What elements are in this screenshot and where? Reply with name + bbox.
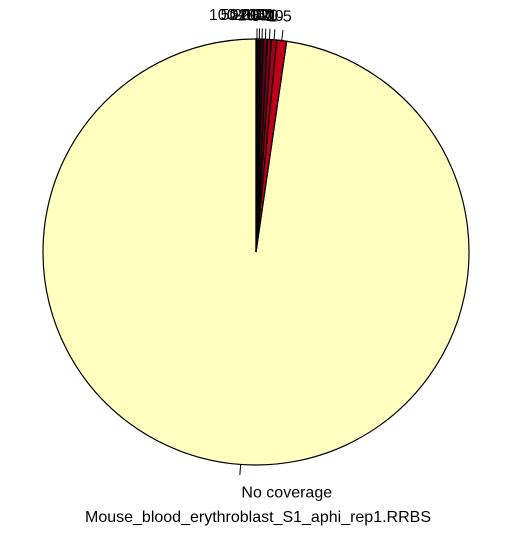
slice-label: 100-200	[209, 7, 268, 24]
slice-label: 10-20	[238, 7, 279, 24]
slice-label: >200	[229, 7, 265, 24]
pie-slice--200	[255, 38, 259, 253]
slice-label: 1-5	[269, 9, 292, 26]
slice-label: 20-50	[233, 7, 274, 24]
pie-slices	[42, 38, 470, 466]
slice-label: 50-100	[221, 7, 271, 24]
chart-title: Mouse_blood_erythroblast_S1_aphi_rep1.RR…	[85, 509, 431, 526]
leader-lines	[239, 28, 284, 476]
slice-labels: No coverage 1-55-1010-2020-5050-100100-20…	[209, 7, 332, 501]
leader-line	[273, 29, 276, 40]
leader-line	[268, 28, 271, 40]
slice-label: No coverage	[241, 484, 332, 501]
leader-line	[239, 464, 242, 476]
leader-line	[281, 29, 284, 41]
slice-label: 5-10	[251, 8, 283, 25]
